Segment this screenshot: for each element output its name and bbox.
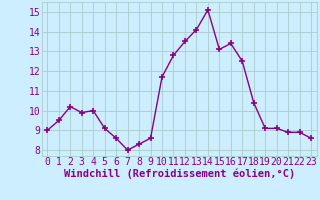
X-axis label: Windchill (Refroidissement éolien,°C): Windchill (Refroidissement éolien,°C) <box>64 169 295 179</box>
